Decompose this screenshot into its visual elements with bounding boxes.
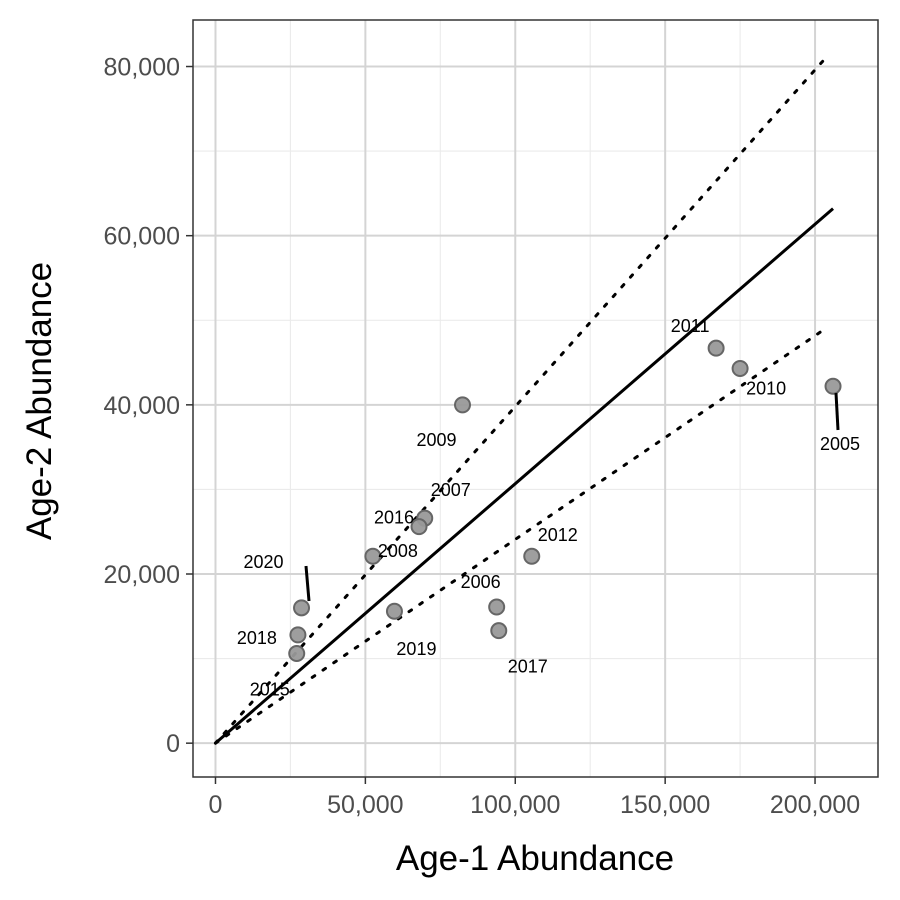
point-label-2018: 2018 <box>237 628 277 648</box>
point-label-2010: 2010 <box>746 378 786 398</box>
x-tick-label: 0 <box>209 791 223 819</box>
point-label-2012: 2012 <box>538 525 578 545</box>
point-label-2011: 2011 <box>671 316 710 336</box>
y-tick-label: 80,000 <box>104 54 180 82</box>
x-tick-label: 100,000 <box>470 791 560 819</box>
data-point-2015 <box>288 645 306 663</box>
dotted-bound-line <box>213 58 826 745</box>
data-point-2017 <box>490 622 508 640</box>
label-leader-2005 <box>834 392 840 431</box>
x-axis: 0 50,000 100,000 150,000 200,000 <box>209 777 860 819</box>
y-tick-label: 20,000 <box>104 561 180 589</box>
point-label-2006: 2006 <box>461 572 501 592</box>
y-axis: 0 20,000 40,000 60,000 80,000 <box>104 54 193 758</box>
fit-lines <box>213 58 835 745</box>
dotted-bound-line <box>213 328 826 745</box>
fit-line <box>214 207 835 745</box>
data-point-2006 <box>488 598 506 616</box>
data-point-2016 <box>410 518 428 536</box>
major-gridlines <box>193 20 878 777</box>
point-label-2009: 2009 <box>416 430 456 450</box>
x-tick-label: 200,000 <box>770 791 860 819</box>
label-leader-2020 <box>304 565 311 602</box>
data-point-2010 <box>731 359 749 377</box>
y-axis-title: Age-2 Abundance <box>20 262 59 540</box>
y-tick-label: 0 <box>166 730 180 758</box>
data-point-2011 <box>707 339 725 357</box>
minor-gridlines <box>193 20 878 777</box>
point-label-2020: 2020 <box>243 552 283 572</box>
point-label-2007: 2007 <box>431 480 471 500</box>
y-tick-label: 60,000 <box>104 223 180 251</box>
data-point-2008 <box>364 547 382 565</box>
panel-border <box>192 19 879 778</box>
point-label-2015: 2015 <box>250 680 290 700</box>
point-label-2019: 2019 <box>396 639 436 659</box>
data-point-2019 <box>385 602 403 620</box>
data-point-2018 <box>289 626 307 644</box>
x-tick-label: 150,000 <box>620 791 710 819</box>
data-point-2020 <box>293 599 311 617</box>
y-tick-label: 40,000 <box>104 392 180 420</box>
data-point-2005 <box>824 377 842 395</box>
point-label-2008: 2008 <box>378 541 418 561</box>
x-axis-title: Age-1 Abundance <box>396 839 674 878</box>
point-labels: 2005 2006 2007 2008 2009 2010 2011 2012 2015 2016… <box>237 316 860 699</box>
point-label-2005: 2005 <box>820 434 860 454</box>
x-tick-label: 50,000 <box>327 791 403 819</box>
data-point-2009 <box>454 396 472 414</box>
data-point-2012 <box>523 547 541 565</box>
data-points <box>288 339 842 663</box>
point-label-2017: 2017 <box>508 657 548 677</box>
point-label-2016: 2016 <box>374 508 414 528</box>
